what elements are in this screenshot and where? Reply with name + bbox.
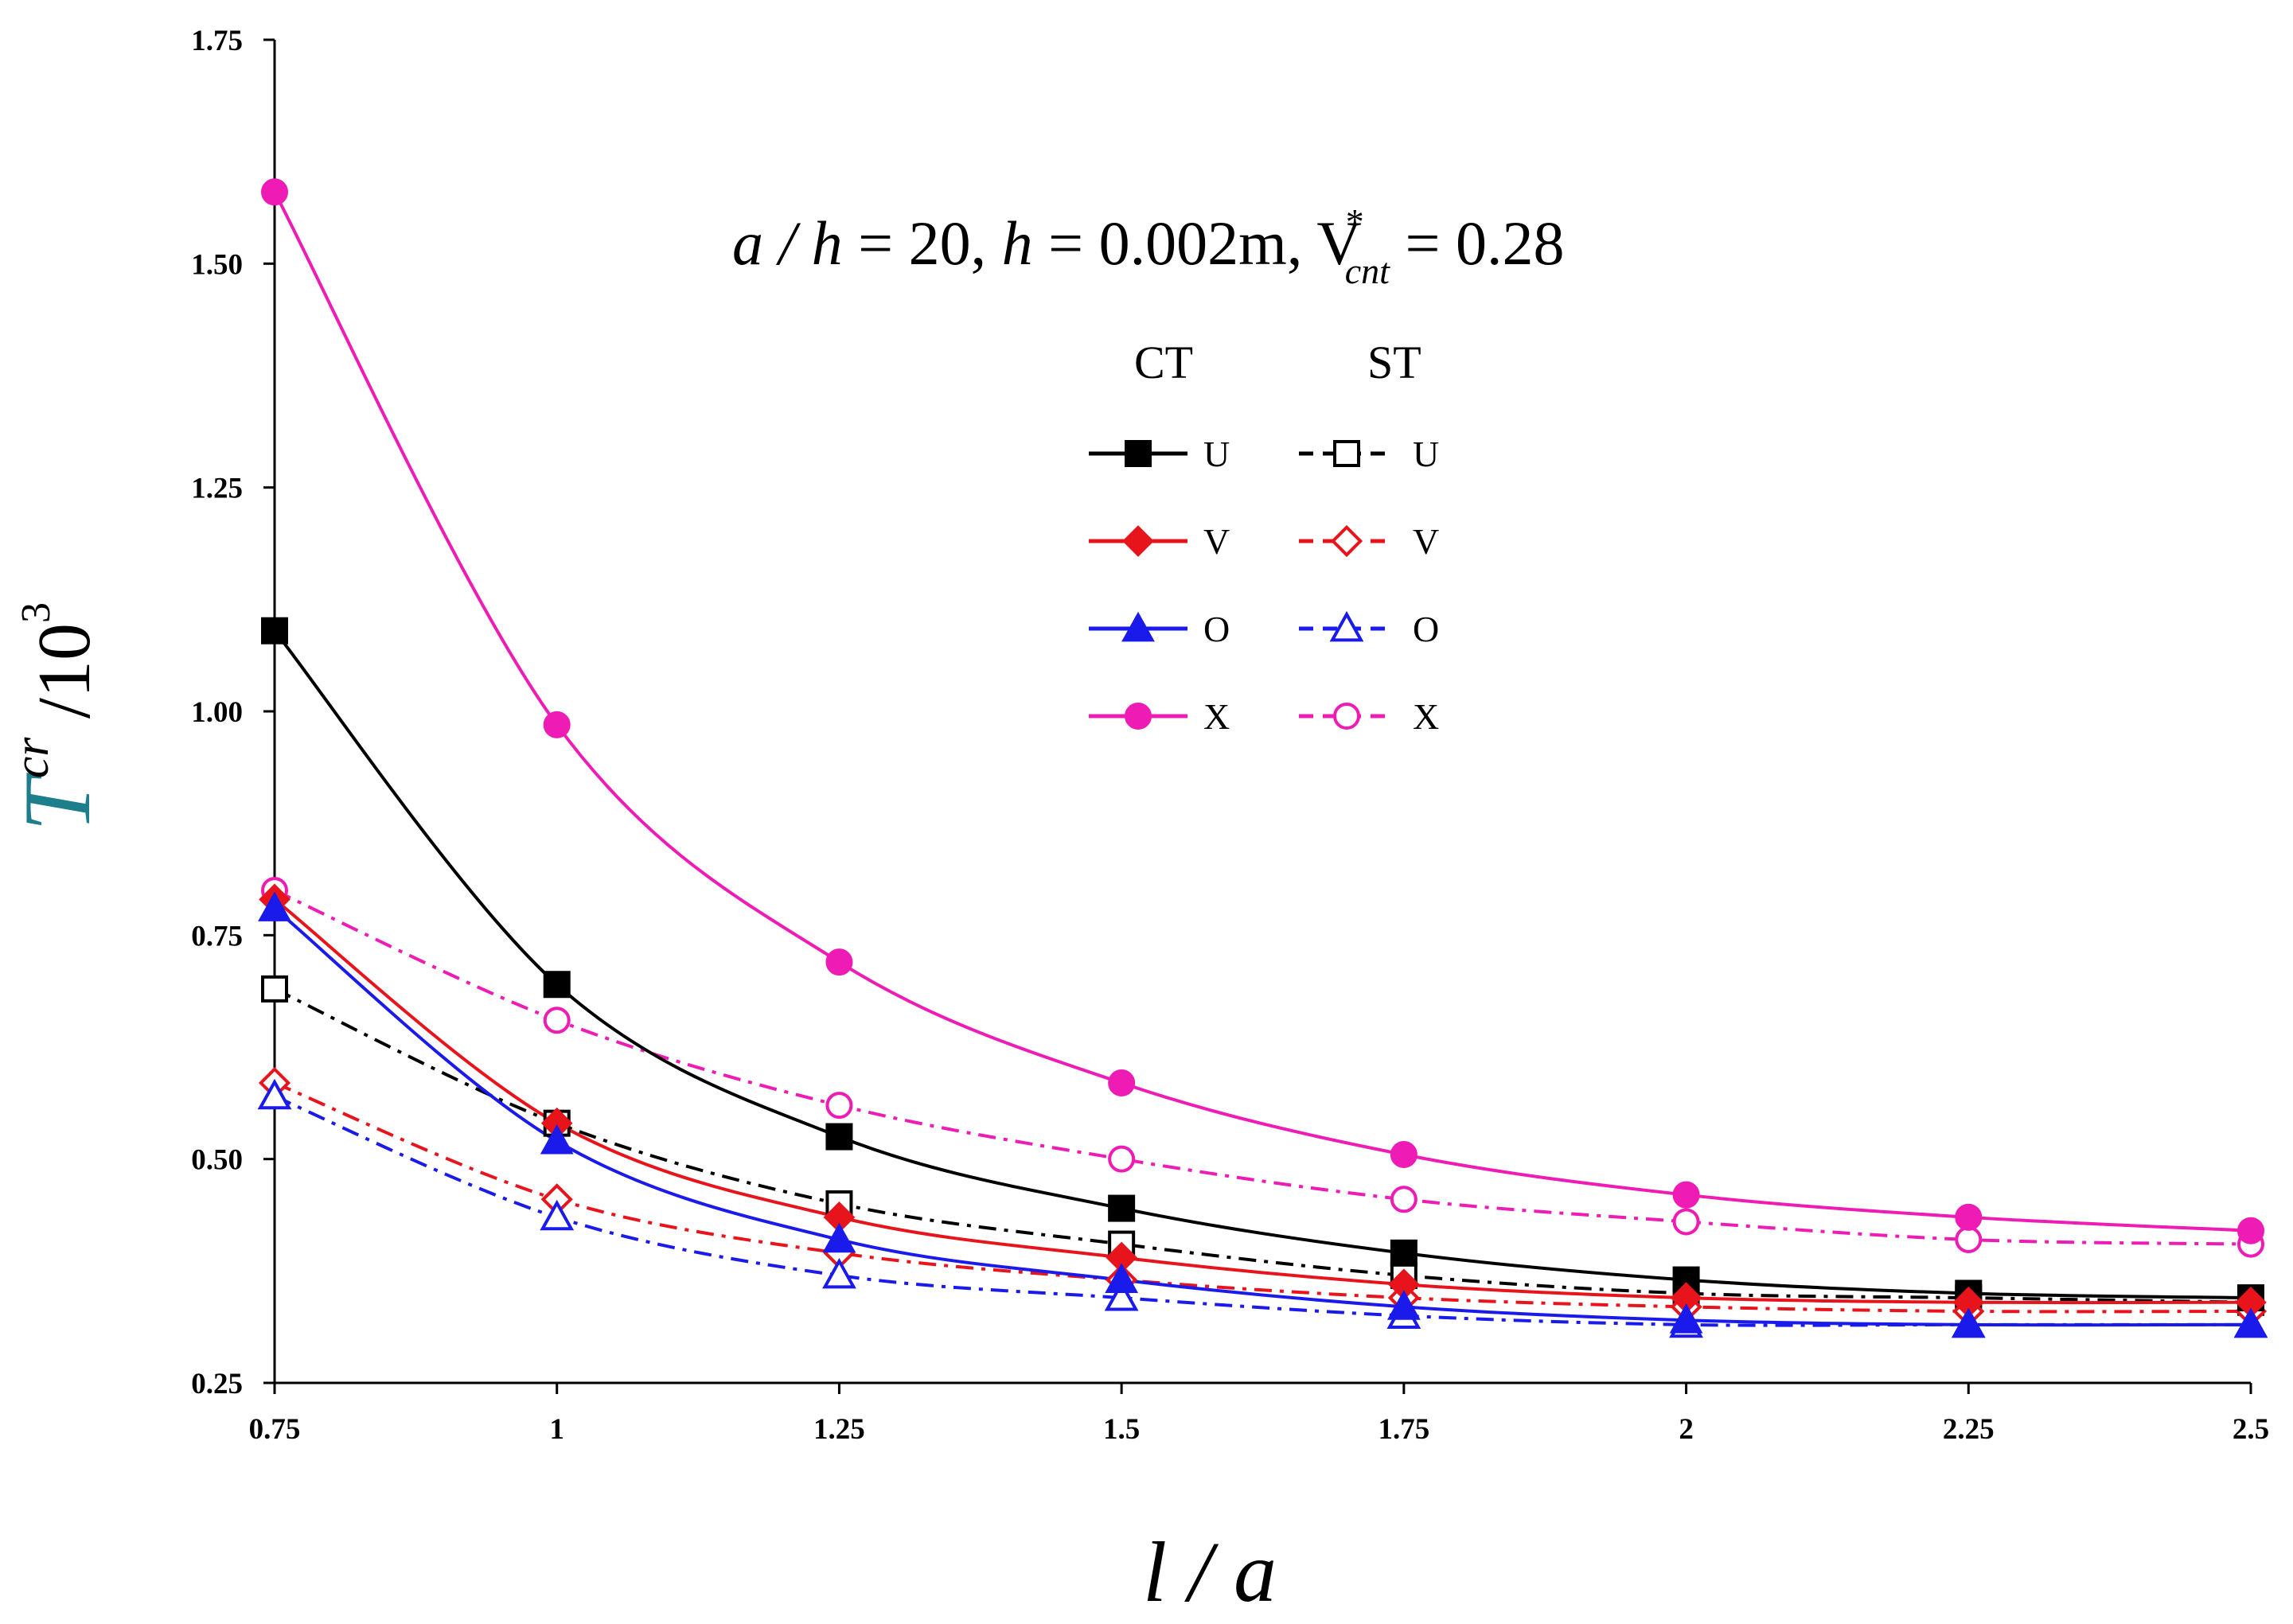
legend-marker-ct-x <box>1125 703 1152 730</box>
data-point-ct-o <box>2234 1307 2268 1338</box>
y-tick-label: 1.50 <box>191 248 243 281</box>
data-point-st-u <box>261 975 288 1003</box>
y-tick-label: 0.25 <box>191 1368 243 1400</box>
data-point-ct-x <box>1390 1141 1418 1169</box>
y-tick-label: 1.25 <box>191 473 243 505</box>
data-point-ct-o <box>822 1222 856 1253</box>
svg-text:Tcr /103: Tcr /103 <box>4 602 110 831</box>
y-tick-label: 1.00 <box>191 696 243 729</box>
legend-label-st-x: X <box>1413 696 1439 737</box>
data-point-ct-x <box>261 178 288 206</box>
legend-label-ct-v: V <box>1203 521 1230 562</box>
data-point-st-o <box>257 1078 292 1110</box>
data-point-ct-u <box>543 971 571 999</box>
x-tick-label: 1 <box>549 1413 564 1446</box>
x-tick-label: 1.75 <box>1378 1413 1429 1446</box>
data-point-ct-o <box>1386 1290 1421 1320</box>
data-point-ct-u <box>261 617 288 645</box>
legend-marker-st-v <box>1330 524 1363 558</box>
annotation-part3: h <box>1002 208 1033 278</box>
y-label-exp: 3 <box>14 602 59 623</box>
data-point-st-x <box>543 1007 571 1034</box>
legend-marker-ct-u <box>1125 440 1152 467</box>
x-tick-label: 2.25 <box>1943 1413 1995 1446</box>
data-point-ct-o <box>1669 1303 1703 1334</box>
annotation-sup: * <box>1346 201 1364 242</box>
legend-label-ct-x: X <box>1203 696 1230 737</box>
annotation-part2: = 20, <box>843 208 1002 278</box>
annotation-part1: a / h <box>732 208 843 278</box>
x-tick-label: 2.5 <box>2233 1413 2269 1446</box>
data-point-st-o <box>822 1257 856 1289</box>
x-tick-label: 1.5 <box>1103 1413 1140 1446</box>
data-point-ct-o <box>1952 1307 1986 1338</box>
y-tick-label: 0.50 <box>191 1144 243 1177</box>
data-point-ct-o <box>540 1124 574 1155</box>
series-markers <box>257 178 2268 1338</box>
x-tick-label: 1.25 <box>813 1413 865 1446</box>
data-point-ct-u <box>825 1123 853 1151</box>
legend-label-ct-u: U <box>1203 434 1230 474</box>
legend-marker-st-u <box>1333 440 1360 467</box>
legend-label-st-v: V <box>1413 521 1439 562</box>
annotation-part5: = 0.28 <box>1390 208 1565 278</box>
legend: CT ST U V O X U V O X <box>1089 337 1439 737</box>
data-point-st-x <box>1390 1186 1418 1213</box>
legend-marker-st-o <box>1329 610 1364 642</box>
y-tick-label: 0.75 <box>191 920 243 952</box>
y-label-sup: cr <box>5 737 59 779</box>
legend-label-ct-o: O <box>1203 609 1230 649</box>
data-point-ct-x <box>543 711 571 738</box>
data-point-ct-x <box>825 948 853 976</box>
axis-ticks: 0.25 0.50 0.75 1.00 1.25 1.50 1.75 0.75 1 1.25 1.5… <box>191 25 2269 1446</box>
annotation-part4: = 0.002m, V <box>1033 208 1362 278</box>
data-point-st-x <box>1955 1225 1983 1253</box>
data-point-ct-x <box>2237 1217 2264 1244</box>
series-line-st-u <box>274 987 2252 1304</box>
data-point-ct-o <box>1105 1263 1139 1293</box>
legend-marker-st-x <box>1333 703 1360 730</box>
data-point-ct-x <box>1108 1069 1136 1097</box>
series-line-st-x <box>274 889 2252 1246</box>
data-point-ct-u <box>1390 1239 1418 1267</box>
data-point-st-x <box>1672 1208 1700 1236</box>
legend-header-st: ST <box>1367 337 1421 388</box>
y-label-main: T <box>4 773 110 831</box>
series-line-ct-x <box>273 191 2252 1233</box>
chart-annotation: a / h = 20, h = 0.002m, V* cnt = 0.28 <box>732 201 1564 291</box>
data-point-st-x <box>1108 1145 1136 1173</box>
data-point-ct-u <box>1108 1194 1136 1222</box>
legend-marker-ct-o <box>1121 611 1155 642</box>
data-point-st-o <box>540 1199 575 1231</box>
y-label-div: /10 <box>23 623 106 738</box>
legend-marker-ct-v <box>1122 525 1154 557</box>
data-point-ct-x <box>1672 1181 1700 1209</box>
x-axis-label: l / a <box>1143 1525 1277 1620</box>
annotation-sub: cnt <box>1345 251 1390 291</box>
y-tick-label: 1.75 <box>191 25 243 57</box>
legend-header-ct: CT <box>1134 337 1193 388</box>
data-point-st-o <box>1104 1279 1139 1311</box>
legend-label-st-o: O <box>1413 609 1439 649</box>
x-tick-label: 2 <box>1679 1413 1694 1446</box>
y-axis-label: Tcr /103 <box>4 602 110 831</box>
data-point-st-x <box>825 1092 853 1120</box>
x-tick-label: 0.75 <box>249 1413 301 1446</box>
legend-label-st-u: U <box>1413 434 1439 474</box>
data-point-ct-o <box>258 891 291 921</box>
data-point-ct-x <box>1955 1203 1983 1231</box>
